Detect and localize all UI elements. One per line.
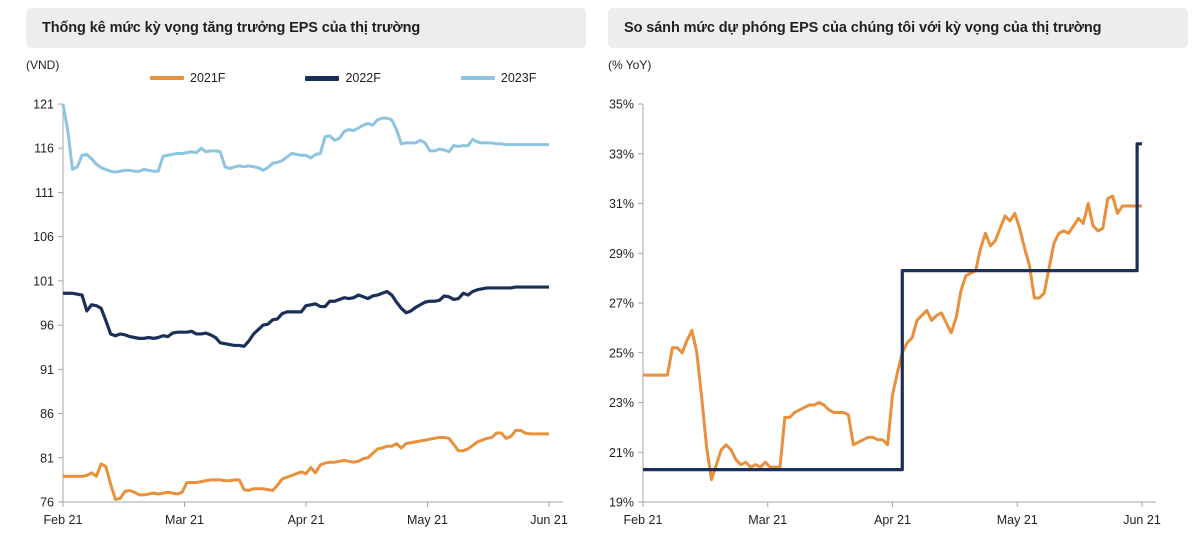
legend-swatch-2022f (305, 75, 340, 81)
legend-swatch-2023f (460, 76, 495, 80)
x-axis-tick-label: Jun 21 (1123, 513, 1161, 527)
left-chart-panel: Thống kê mức kỳ vọng tăng trưởng EPS của… (0, 0, 595, 545)
x-axis-tick-label: May 21 (407, 513, 448, 527)
series-line-2022f (63, 285, 549, 348)
series-line-2021f (63, 428, 549, 501)
y-axis-tick-label: 19% (609, 496, 634, 510)
x-axis-tick-label: Mar 21 (165, 513, 204, 527)
y-axis-tick-label: 121 (33, 98, 54, 112)
left-chart-unit-label: (VND) (26, 58, 60, 72)
right-chart-plot: 19% 21% 23% 25% 27% 29% 31% 33% 35% Feb 21 Mar 21 A… (595, 0, 1200, 545)
x-axis-tick-label: Feb 21 (624, 513, 663, 527)
series-line-2023f (61, 103, 549, 174)
y-axis-tick-label: 96 (40, 319, 54, 333)
y-axis-tick-label: 111 (35, 186, 54, 200)
x-axis-tick-label: Apr 21 (874, 513, 911, 527)
series-line-d-ph-ng (643, 142, 1142, 472)
right-chart-panel: So sánh mức dự phóng EPS của chúng tôi v… (595, 0, 1200, 545)
y-axis-tick-label: 33% (609, 147, 634, 161)
legend-label-2021f: 2021F (190, 71, 226, 85)
right-chart-svg: 19% 21% 23% 25% 27% 29% 31% 33% 35% Feb 21 Mar 21 A… (609, 98, 1161, 528)
left-chart-title: Thống kê mức kỳ vọng tăng trưởng EPS của… (42, 20, 421, 36)
y-axis-tick-label: 106 (33, 230, 54, 244)
right-chart-unit-label: (% YoY) (608, 58, 652, 72)
right-chart-title-bar: So sánh mức dự phóng EPS của chúng tôi v… (608, 8, 1188, 48)
y-axis-tick-label: 25% (609, 346, 634, 360)
x-axis-tick-label: Mar 21 (748, 513, 787, 527)
y-axis-tick-label: 101 (33, 274, 54, 288)
y-axis-tick-label: 76 (40, 496, 54, 510)
y-axis-tick-label: 27% (609, 297, 634, 311)
legend-swatch-2021f (150, 76, 184, 80)
legend-item-2022f[interactable]: 2022F (305, 71, 381, 85)
y-axis-tick-label: 23% (609, 396, 634, 410)
x-axis-tick-label: Apr 21 (288, 513, 325, 527)
legend-label-2022f: 2022F (345, 71, 381, 85)
legend-item-2023f[interactable]: 2023F (460, 71, 537, 85)
series-line-k-v-ng-c-a-th-tr-ng (643, 194, 1142, 482)
y-axis-tick-label: 116 (34, 142, 54, 156)
y-axis-tick-label: 86 (40, 407, 54, 421)
right-chart-title: So sánh mức dự phóng EPS của chúng tôi v… (624, 20, 1102, 36)
x-axis-tick-label: May 21 (997, 513, 1038, 527)
y-axis-tick-label: 31% (609, 197, 634, 211)
y-axis-tick-label: 91 (40, 363, 54, 377)
x-axis-tick-label: Jun 21 (530, 513, 568, 527)
legend-label-2023f: 2023F (500, 71, 537, 85)
legend-item-2021f[interactable]: 2021F (150, 71, 225, 85)
left-chart-title-bar: Thống kê mức kỳ vọng tăng trưởng EPS của… (26, 8, 586, 48)
y-axis-tick-label: 81 (40, 451, 54, 465)
y-axis-tick-label: 29% (609, 247, 634, 261)
y-axis-tick-label: 21% (609, 446, 634, 460)
y-axis-tick-label: 35% (609, 98, 634, 112)
left-chart-legend: 2021F 2022F 2023F (150, 69, 536, 87)
x-axis-tick-label: Feb 21 (44, 513, 83, 527)
